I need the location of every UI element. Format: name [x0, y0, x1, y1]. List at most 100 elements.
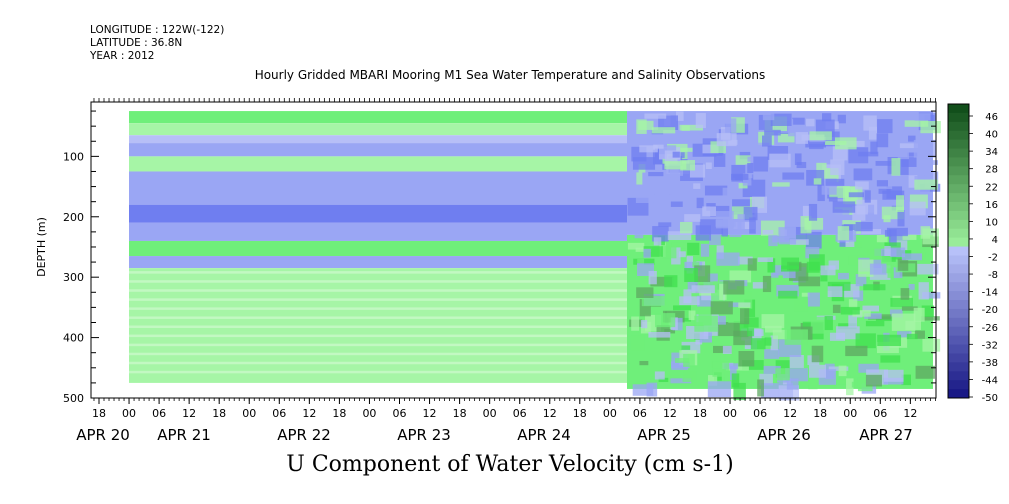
- velocity-cell: [747, 328, 755, 337]
- velocity-cell: [792, 117, 805, 125]
- velocity-cell: [900, 288, 910, 300]
- x-hour-label: 18: [92, 407, 106, 420]
- velocity-cell: [632, 384, 654, 396]
- velocity-cell: [813, 178, 822, 185]
- colorbar-label: -38: [982, 358, 998, 369]
- velocity-cell: [855, 333, 876, 349]
- velocity-cell: [810, 316, 828, 334]
- colorbar-segment: [948, 166, 969, 176]
- y-tick-label: 200: [63, 211, 84, 224]
- velocity-cell: [848, 255, 866, 266]
- velocity-cell: [731, 373, 740, 388]
- velocity-cell: [764, 129, 781, 136]
- x-hour-label: 12: [302, 407, 316, 420]
- velocity-cell: [695, 225, 712, 241]
- velocity-cell: [770, 335, 778, 351]
- x-hour-label: 18: [573, 407, 587, 420]
- colorbar-label: -26: [982, 323, 998, 334]
- velocity-cell: [862, 305, 880, 312]
- velocity-cell: [638, 120, 654, 130]
- velocity-cell: [631, 316, 640, 331]
- colorbar-segment: [948, 300, 969, 310]
- velocity-cell: [877, 334, 902, 347]
- variable-title: U Component of Water Velocity (cm s-1): [286, 452, 734, 477]
- velocity-cell: [811, 345, 824, 363]
- velocity-cell: [639, 360, 649, 366]
- colorbar-segment: [948, 157, 969, 167]
- velocity-cell: [716, 245, 724, 259]
- velocity-cell: [716, 252, 740, 266]
- colorbar-segment: [948, 193, 969, 203]
- velocity-cell: [809, 131, 832, 141]
- y-tick-label: 100: [63, 150, 84, 163]
- velocity-cell: [678, 251, 686, 258]
- velocity-cell: [920, 121, 941, 134]
- velocity-cell: [908, 135, 916, 142]
- velocity-cell: [921, 305, 935, 317]
- velocity-cell: [829, 332, 846, 341]
- velocity-cell: [828, 260, 840, 270]
- velocity-cell: [759, 373, 773, 386]
- colorbar-label: -8: [988, 270, 998, 281]
- profile-stripe: [129, 316, 627, 319]
- x-hour-label: 06: [753, 407, 767, 420]
- velocity-cell: [876, 133, 889, 148]
- velocity-cell: [875, 160, 896, 166]
- velocity-cell: [852, 310, 871, 317]
- velocity-cell: [670, 378, 692, 384]
- velocity-cell: [837, 272, 849, 280]
- velocity-cell: [845, 345, 868, 357]
- colorbar-segment: [948, 139, 969, 150]
- velocity-cell: [643, 246, 663, 257]
- velocity-cell: [752, 282, 767, 289]
- x-hour-label: 00: [723, 407, 737, 420]
- colorbar-segment: [948, 308, 969, 319]
- velocity-cell: [765, 325, 782, 333]
- velocity-cell: [863, 284, 886, 291]
- profile-band: [129, 123, 627, 136]
- velocity-cell: [702, 206, 716, 217]
- velocity-cell: [781, 265, 799, 272]
- colorbar-segment: [948, 273, 969, 283]
- x-hour-label: 00: [242, 407, 256, 420]
- velocity-cell: [876, 341, 899, 354]
- velocity-cell: [917, 263, 939, 275]
- velocity-cell: [838, 365, 847, 377]
- profile-band: [129, 256, 627, 269]
- colorbar-segment: [948, 130, 969, 141]
- velocity-cell: [806, 118, 815, 127]
- x-hour-label: 18: [693, 407, 707, 420]
- velocity-cell: [658, 222, 672, 227]
- velocity-cell: [828, 366, 849, 371]
- velocity-cell: [713, 345, 732, 354]
- velocity-cell: [805, 140, 827, 148]
- x-hour-label: 18: [813, 407, 827, 420]
- velocity-cell: [719, 283, 727, 300]
- velocity-cell: [840, 306, 860, 315]
- velocity-cell: [683, 289, 692, 304]
- velocity-cell: [837, 114, 846, 124]
- velocity-cell: [789, 355, 804, 368]
- profile-stripe: [129, 289, 627, 292]
- velocity-cell: [864, 313, 882, 319]
- velocity-cell: [899, 143, 919, 149]
- velocity-cell: [658, 377, 669, 383]
- colorbar-segment: [948, 237, 969, 248]
- velocity-cell: [700, 243, 710, 257]
- velocity-cell: [644, 113, 667, 119]
- y-tick-label: 400: [63, 332, 84, 345]
- velocity-cell: [782, 172, 805, 180]
- colorbar-segment: [948, 104, 969, 114]
- colorbar-segment: [948, 380, 969, 390]
- plot-area: [91, 102, 941, 401]
- velocity-cell: [904, 120, 929, 127]
- velocity-cell: [801, 292, 810, 297]
- velocity-cell: [782, 270, 796, 279]
- velocity-cell: [761, 383, 780, 399]
- colorbar-segment: [948, 246, 969, 256]
- velocity-cell: [890, 297, 913, 307]
- x-hour-label: 00: [122, 407, 136, 420]
- velocity-cell: [653, 144, 664, 149]
- velocity-cell: [855, 181, 869, 190]
- velocity-cell: [738, 183, 748, 189]
